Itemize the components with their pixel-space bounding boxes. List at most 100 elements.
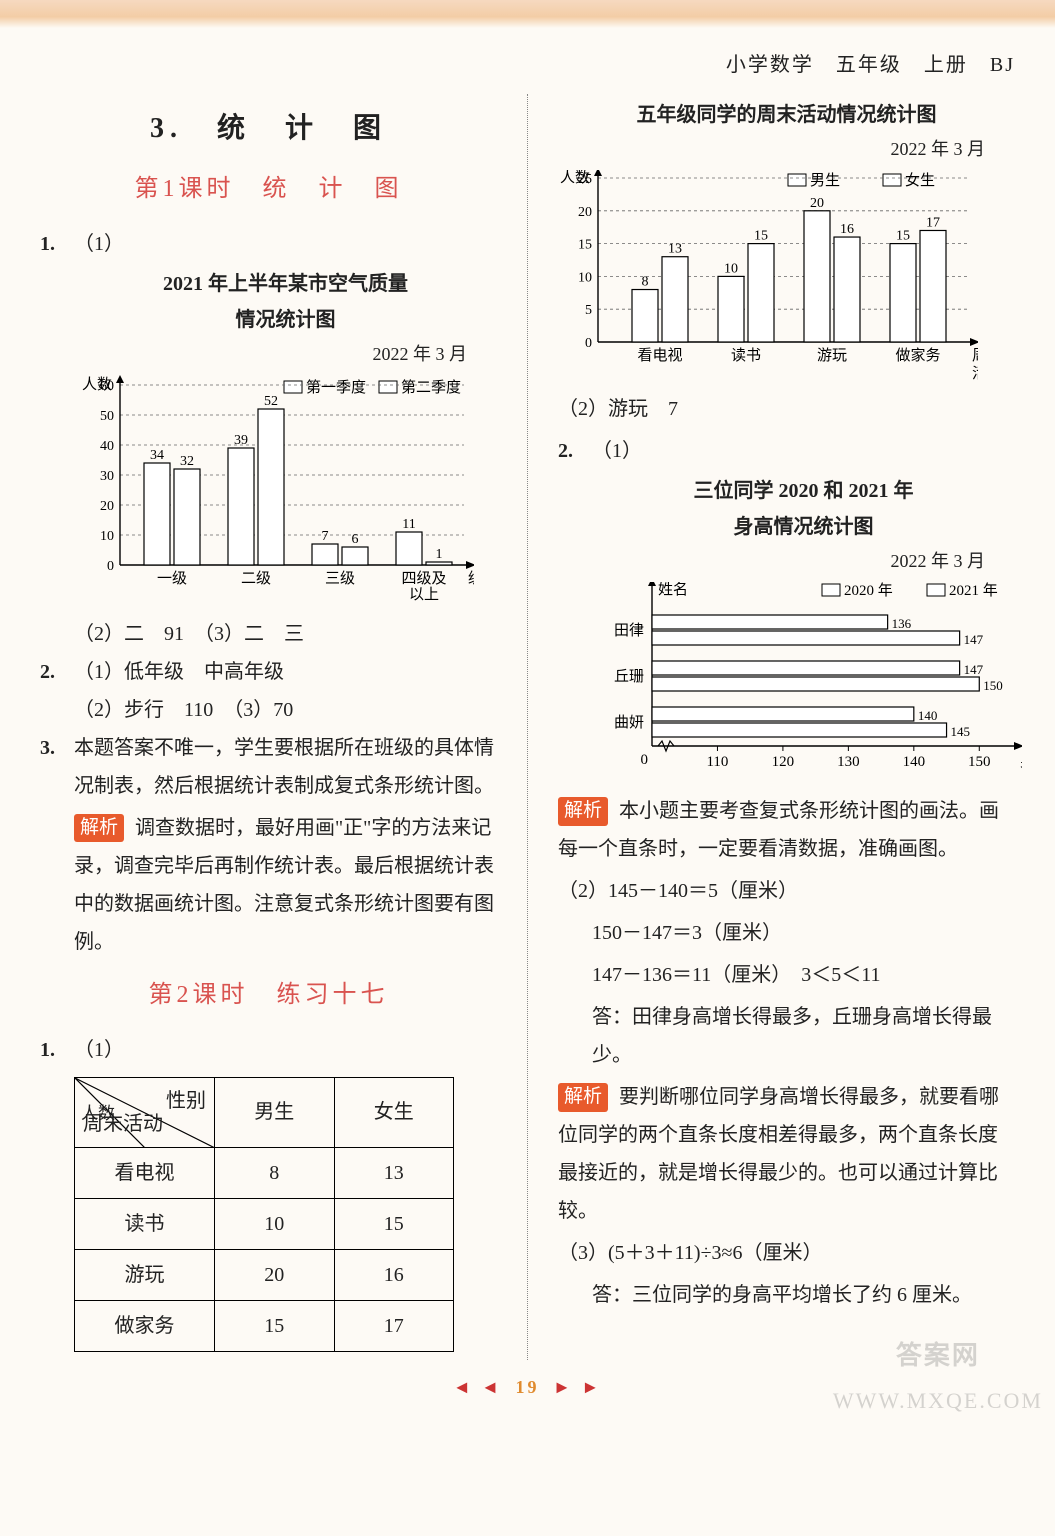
right-column: 五年级同学的周末活动情况统计图 2022 年 3 月 男生女生人数0510152… <box>558 94 1015 1360</box>
chart1-title2: 情况统计图 <box>74 305 497 335</box>
svg-text:15: 15 <box>896 229 910 244</box>
svg-text:以上: 以上 <box>409 586 439 603</box>
svg-text:15: 15 <box>754 229 768 244</box>
svg-text:25: 25 <box>578 172 592 187</box>
q1-sub1: （1） <box>74 225 124 263</box>
jiexi2: 解析 本小题主要考查复式条形统计图的画法。画每一个直条时，一定要看清数据，准确画… <box>558 792 1015 868</box>
q2-ans2: （2）步行 110 （3）70 <box>40 691 497 729</box>
jiexi1: 解析 调查数据时，最好用画"正"字的方法来记录，调查完毕后再制作统计表。最后根据… <box>40 809 497 961</box>
lesson2-title: 第2课时 练习十七 <box>40 973 497 1019</box>
svg-text:身高/厘米: 身高/厘米 <box>1020 753 1022 770</box>
svg-text:一级: 一级 <box>157 570 187 587</box>
table-row: 读书1015 <box>75 1198 454 1249</box>
svg-text:10: 10 <box>724 262 738 277</box>
svg-text:147: 147 <box>964 662 984 677</box>
l2-q1: 1. （1） <box>40 1031 497 1069</box>
chart3-date: 2022 年 3 月 <box>592 544 1015 578</box>
svg-text:11: 11 <box>402 517 415 532</box>
svg-text:丘珊: 丘珊 <box>614 668 644 685</box>
chart1-title1: 2021 年上半年某市空气质量 <box>74 269 497 299</box>
q1-num: 1. <box>40 225 74 263</box>
svg-text:二级: 二级 <box>241 570 271 587</box>
svg-text:级别: 级别 <box>468 570 474 587</box>
svg-text:女生: 女生 <box>905 171 935 189</box>
svg-text:15: 15 <box>578 238 592 253</box>
svg-text:32: 32 <box>180 454 194 469</box>
table1-col1: 女生 <box>334 1077 454 1147</box>
chart2-title: 五年级同学的周末活动情况统计图 <box>558 100 1015 130</box>
table-cell: 15 <box>334 1198 454 1249</box>
q2-num: 2. <box>40 653 74 691</box>
q3-text: 本题答案不唯一，学生要根据所在班级的具体情况制表，然后根据统计表制成复式条形统计… <box>74 729 497 805</box>
svg-text:周末: 周末 <box>972 347 978 364</box>
watermark: 答案网 WWW.MXQE.COM <box>833 1331 1043 1422</box>
svg-text:0: 0 <box>641 752 649 768</box>
r-q2-3b: 答：三位同学的身高平均增长了约 6 厘米。 <box>558 1276 1015 1314</box>
svg-text:60: 60 <box>100 379 114 394</box>
jiexi3-label: 解析 <box>558 1083 608 1112</box>
r-q1-ans2: （2）游玩 7 <box>558 390 1015 428</box>
table-cell: 16 <box>334 1249 454 1300</box>
svg-text:150: 150 <box>968 754 991 770</box>
svg-text:17: 17 <box>926 216 940 231</box>
top-stripe <box>0 0 1055 28</box>
q1: 1. （1） <box>40 225 497 263</box>
table1-diag-a: 性别 <box>166 1082 206 1120</box>
svg-text:39: 39 <box>234 433 248 448</box>
svg-text:16: 16 <box>840 222 854 237</box>
table-cell: 做家务 <box>75 1300 215 1351</box>
svg-text:150: 150 <box>983 678 1003 693</box>
r-q2-sub1: （1） <box>592 432 642 470</box>
r-q2-2c: 147－136＝11（厘米） 3＜5＜11 <box>558 956 1015 994</box>
table-cell: 20 <box>215 1249 335 1300</box>
svg-text:2020 年: 2020 年 <box>844 582 893 599</box>
svg-text:10: 10 <box>100 529 114 544</box>
svg-text:四级及: 四级及 <box>401 570 446 587</box>
breadcrumb: 小学数学 五年级 上册 BJ <box>40 46 1015 84</box>
chart3: 2020 年2021 年姓名0110120130140150身高/厘米13614… <box>592 582 1015 782</box>
table-cell: 游玩 <box>75 1249 215 1300</box>
r-q2-3a: （3）(5＋3＋11)÷3≈6（厘米） <box>558 1234 1015 1272</box>
watermark-cn: 答案网 <box>833 1331 1043 1380</box>
table-cell: 看电视 <box>75 1147 215 1198</box>
svg-text:三级: 三级 <box>325 570 355 587</box>
table-row: 看电视813 <box>75 1147 454 1198</box>
jiexi3: 解析 要判断哪位同学身高增长得最多，就要看哪位同学的两个直条长度相差得最多，两个… <box>558 1078 1015 1230</box>
chart1: 第一季度第二季度人数01020304050603432一级3952二级76三级1… <box>74 375 497 605</box>
svg-text:第一季度: 第一季度 <box>306 378 366 396</box>
r-q2-2b: 150－147＝3（厘米） <box>558 914 1015 952</box>
r-q2: 2. （1） <box>558 432 1015 470</box>
chart2: 男生女生人数0510152025813看电视1015读书2016游玩1517做家… <box>558 170 1015 380</box>
table-cell: 10 <box>215 1198 335 1249</box>
svg-text:0: 0 <box>107 559 114 574</box>
jiexi2-text: 本小题主要考查复式条形统计图的画法。画每一个直条时，一定要看清数据，准确画图。 <box>558 800 999 860</box>
svg-text:8: 8 <box>642 275 649 290</box>
jiexi2-label: 解析 <box>558 797 608 826</box>
svg-text:52: 52 <box>264 394 278 409</box>
svg-text:34: 34 <box>150 448 164 463</box>
svg-text:姓名: 姓名 <box>658 582 688 598</box>
chart1-date: 2022 年 3 月 <box>74 337 497 371</box>
jiexi3-text: 要判断哪位同学身高增长得最多，就要看哪位同学的两个直条长度相差得最多，两个直条长… <box>558 1086 999 1222</box>
svg-text:130: 130 <box>837 754 860 770</box>
svg-text:第二季度: 第二季度 <box>401 378 461 396</box>
svg-text:曲妍: 曲妍 <box>614 714 644 731</box>
page-number: 19 <box>516 1377 540 1397</box>
svg-text:田律: 田律 <box>614 622 644 639</box>
r-q2-2a: （2）145－140＝5（厘米） <box>558 872 1015 910</box>
svg-text:20: 20 <box>578 205 592 220</box>
table-cell: 8 <box>215 1147 335 1198</box>
svg-text:1: 1 <box>436 547 443 562</box>
table-cell: 17 <box>334 1300 454 1351</box>
jiexi1-text: 调查数据时，最好用画"正"字的方法来记录，调查完毕后再制作统计表。最后根据统计表… <box>74 817 494 953</box>
l2-q1-sub1: （1） <box>74 1031 124 1069</box>
svg-text:0: 0 <box>585 336 592 351</box>
svg-text:30: 30 <box>100 469 114 484</box>
q3-num: 3. <box>40 729 74 805</box>
table-row: 游玩2016 <box>75 1249 454 1300</box>
table1: 性别 周末活动 人数 男生 女生 看电视813读书1015游玩2016做家务15… <box>74 1077 454 1352</box>
table-row: 做家务1517 <box>75 1300 454 1351</box>
table1-diag: 性别 周末活动 人数 <box>75 1077 215 1147</box>
svg-text:20: 20 <box>100 499 114 514</box>
svg-text:5: 5 <box>585 303 592 318</box>
